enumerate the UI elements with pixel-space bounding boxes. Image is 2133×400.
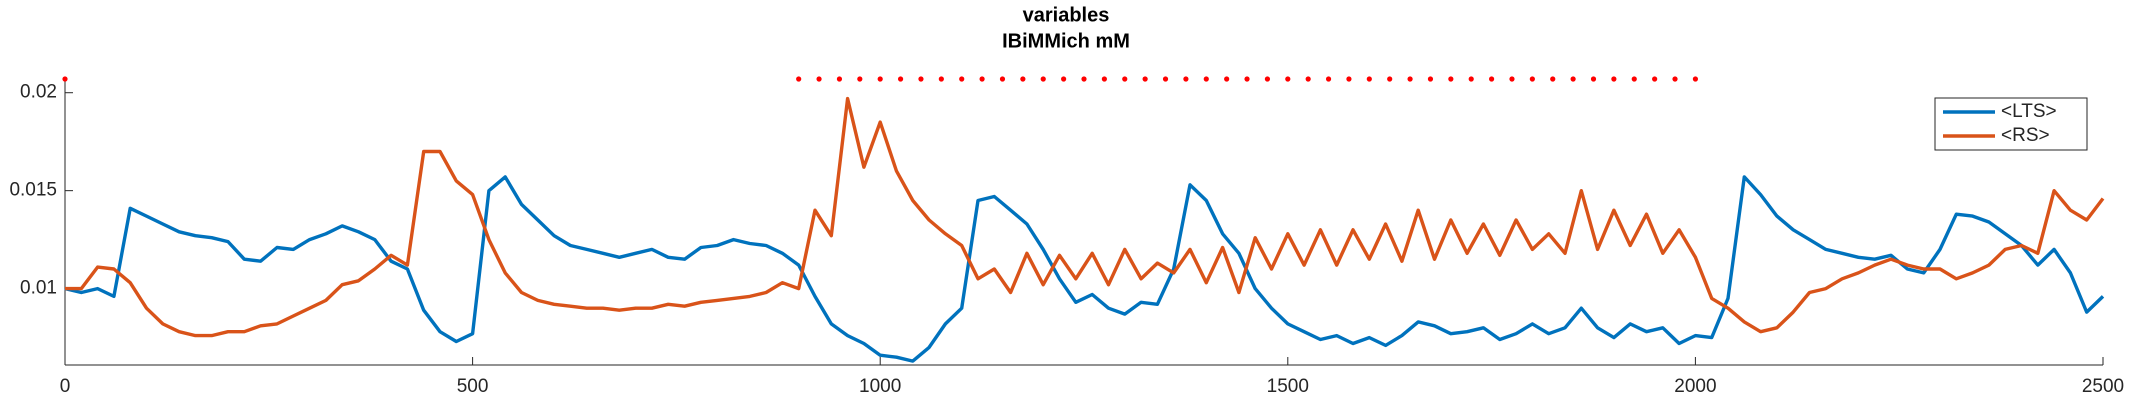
marker-dot xyxy=(1040,76,1046,82)
marker-dot xyxy=(1652,76,1658,82)
marker-dot xyxy=(1183,76,1189,82)
marker-dot xyxy=(1509,76,1515,82)
marker-dot xyxy=(1285,76,1291,82)
marker-dot xyxy=(999,76,1006,82)
marker-dot xyxy=(1366,76,1372,82)
marker-dot xyxy=(1244,76,1250,82)
legend-label: <RS> xyxy=(2001,125,2050,146)
marker-dot xyxy=(1122,76,1128,82)
marker-dot xyxy=(1101,76,1107,82)
series-line xyxy=(64,175,2105,363)
marker-dot xyxy=(1020,76,1026,82)
y-tick-label: 0.02 xyxy=(20,82,57,103)
x-tick-label: 1000 xyxy=(859,376,901,397)
marker-dot xyxy=(1203,76,1209,82)
marker-dot xyxy=(1631,76,1637,82)
marker-dot xyxy=(1611,76,1617,82)
x-tick-label: 2000 xyxy=(1674,376,1716,397)
marker-dot xyxy=(959,76,965,82)
marker-dot xyxy=(918,76,924,82)
marker-dot xyxy=(1325,76,1332,82)
x-tick-label: 1500 xyxy=(1267,376,1309,397)
marker-dot xyxy=(877,76,883,82)
marker-dot xyxy=(1061,76,1067,82)
marker-dot xyxy=(1387,76,1393,82)
chart-title: variables xyxy=(1023,4,1110,26)
marker-dot xyxy=(1305,76,1311,82)
marker-dot xyxy=(1448,76,1454,82)
marker-dot xyxy=(857,76,863,82)
marker-dot xyxy=(897,76,904,82)
x-tick-label: 2500 xyxy=(2082,376,2124,397)
y-tick-label: 0.015 xyxy=(9,180,57,201)
marker-dot xyxy=(1264,76,1271,82)
marker-dot xyxy=(62,76,68,82)
marker-dot xyxy=(1570,76,1576,82)
marker-dot xyxy=(1142,76,1148,82)
x-tick-label: 500 xyxy=(457,376,489,397)
legend-box xyxy=(1934,97,2088,151)
marker-dot xyxy=(938,76,944,82)
marker-dot xyxy=(1489,76,1495,82)
chart-subtitle: IBiMMich mM xyxy=(1002,30,1130,52)
y-tick-label: 0.01 xyxy=(20,278,57,299)
legend-label: <LTS> xyxy=(2001,101,2057,122)
marker-dot xyxy=(1468,76,1474,82)
marker-dot xyxy=(1529,76,1535,82)
series-line xyxy=(65,96,2105,338)
x-tick-label: 0 xyxy=(60,376,71,397)
marker-dot xyxy=(979,76,985,82)
marker-dot xyxy=(1224,76,1230,82)
marker-dot xyxy=(1427,76,1434,82)
marker-dot xyxy=(1346,76,1352,82)
marker-dot xyxy=(1672,76,1678,82)
marker-dot xyxy=(816,76,822,82)
marker-dot xyxy=(836,76,843,82)
marker-dot xyxy=(1162,76,1169,82)
marker-dot xyxy=(1407,76,1413,82)
marker-dot xyxy=(1550,76,1556,82)
marker-dot xyxy=(796,76,802,82)
marker-dot xyxy=(1692,76,1698,82)
marker-dot xyxy=(1590,76,1597,82)
marker-dot xyxy=(1081,76,1087,82)
